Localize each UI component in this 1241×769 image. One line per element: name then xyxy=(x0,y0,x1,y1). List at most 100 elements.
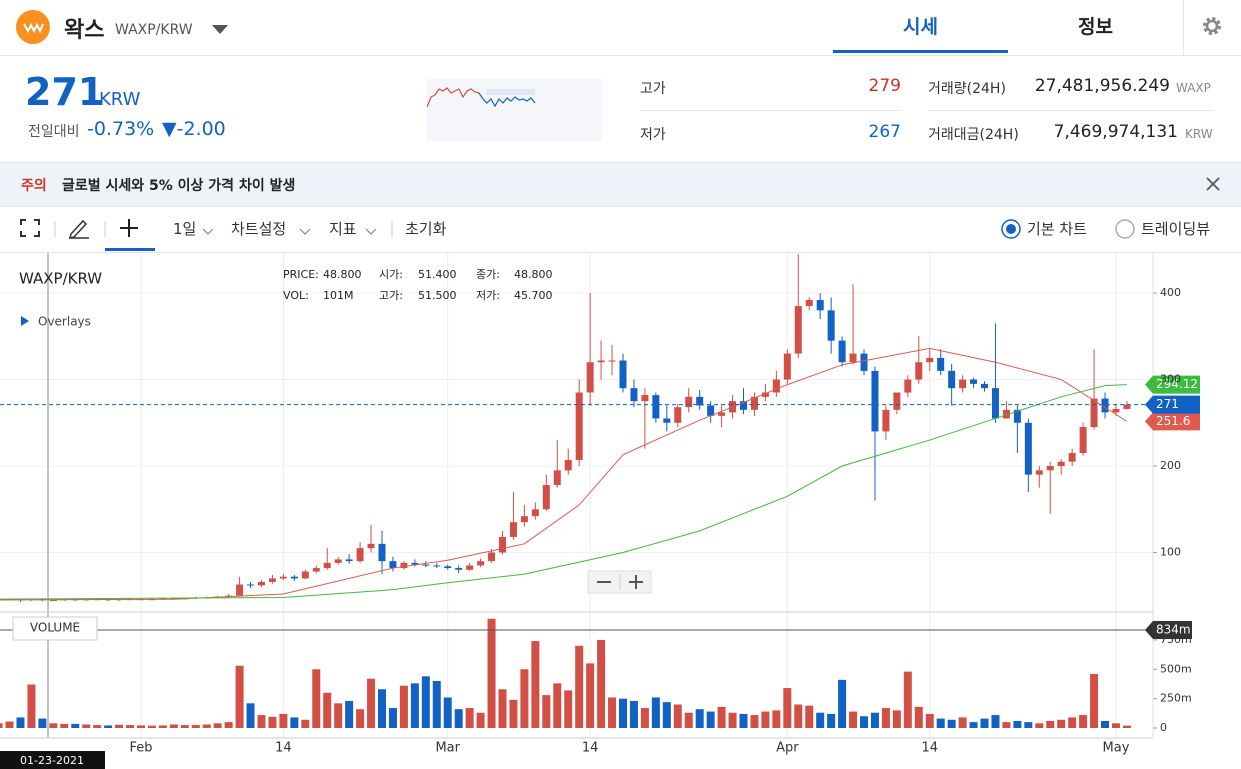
indicators[interactable]: 지표 xyxy=(329,220,357,238)
crosshair[interactable] xyxy=(119,218,139,238)
volume-bar xyxy=(1079,715,1088,728)
candle-body xyxy=(509,522,517,537)
volume-tick-label: 500m xyxy=(1160,662,1192,675)
chart-bg xyxy=(0,253,1241,769)
candle-body xyxy=(268,578,276,582)
close-notice[interactable] xyxy=(1206,177,1220,191)
x-tick-label: Feb xyxy=(129,741,152,756)
amount-label: 거래대금(24H) xyxy=(928,127,1019,143)
notice-bar xyxy=(0,162,1241,207)
volume-bar xyxy=(706,711,715,728)
volume-bar xyxy=(104,725,113,728)
candle-body xyxy=(860,353,868,371)
candle-body xyxy=(597,360,605,363)
volume-bar xyxy=(367,678,376,728)
volume-bar xyxy=(619,698,628,728)
volume-bar xyxy=(388,708,397,728)
volume-bar xyxy=(279,713,288,728)
volume-bar xyxy=(399,685,408,728)
radio[interactable] xyxy=(1000,218,1022,240)
candle-body xyxy=(619,360,627,389)
volume-bar xyxy=(838,679,847,728)
volume-bar xyxy=(903,671,912,728)
reset[interactable]: 초기화 xyxy=(405,220,447,238)
volume-bar xyxy=(662,702,671,728)
volume-label: VOLUME xyxy=(30,621,80,635)
moving-average xyxy=(0,384,1127,600)
chart-settings[interactable]: 차트설정 xyxy=(231,220,287,238)
volume-bar xyxy=(38,718,47,728)
volume-max-label: 834m xyxy=(1156,623,1191,637)
settings[interactable] xyxy=(1201,15,1223,37)
zoom-controls xyxy=(587,570,652,594)
candle-body xyxy=(608,360,616,362)
volume-bar xyxy=(717,706,726,728)
candle-body xyxy=(1112,408,1120,413)
mode-tradingview[interactable]: 트레이딩뷰 xyxy=(1141,220,1211,238)
volume-bar xyxy=(651,697,660,728)
volume-max-tag xyxy=(1145,621,1192,640)
volume-bar xyxy=(202,724,211,728)
price-tag xyxy=(1145,395,1200,414)
radio[interactable] xyxy=(1114,218,1136,240)
volume-bar xyxy=(93,725,102,728)
candle-body xyxy=(838,340,846,363)
mode-basic[interactable]: 기본 차트 xyxy=(1027,220,1087,238)
candle-body xyxy=(871,370,879,432)
candle-body xyxy=(236,584,244,596)
candle-body xyxy=(750,396,758,410)
candle-body xyxy=(345,559,353,562)
candle-body xyxy=(882,409,890,432)
volume: 27,481,956.249 xyxy=(1034,76,1170,96)
price-tag xyxy=(1145,375,1200,394)
volume-bar xyxy=(1068,717,1077,728)
volume-unit: WAXP xyxy=(1176,81,1211,95)
overlay-toggle[interactable] xyxy=(21,316,29,326)
candle-body xyxy=(279,576,287,579)
interval[interactable]: 1일 xyxy=(173,220,197,238)
candle-body xyxy=(422,564,430,566)
divider xyxy=(640,110,902,111)
candle-body xyxy=(761,392,769,397)
volume-bar xyxy=(0,723,3,728)
candle-body xyxy=(707,405,715,416)
candle-body xyxy=(312,568,320,572)
volume-bar xyxy=(82,724,91,728)
volume-bar xyxy=(498,689,507,728)
volume-bar xyxy=(542,695,551,728)
low: 267 xyxy=(868,122,901,142)
volume-bar xyxy=(860,716,869,728)
fullscreen[interactable] xyxy=(20,219,40,237)
draw-tool[interactable] xyxy=(68,217,90,239)
overlays[interactable]: Overlays xyxy=(38,315,91,329)
zoom-in[interactable] xyxy=(629,575,643,589)
volume-bar xyxy=(443,697,452,728)
volume-bar xyxy=(849,711,858,728)
candle-body xyxy=(674,407,682,423)
candle-body xyxy=(247,584,255,586)
volume-bar xyxy=(520,669,529,728)
candle-body xyxy=(531,509,539,517)
candle-body xyxy=(1068,453,1076,462)
candle-body xyxy=(641,395,649,402)
volume-bar xyxy=(531,641,540,728)
volume-bar xyxy=(980,718,989,728)
volume-bar xyxy=(16,717,25,728)
volume-bar xyxy=(1090,673,1099,728)
x-tick-label: Apr xyxy=(776,741,799,756)
info-value: 48.800 xyxy=(323,268,362,281)
candle-body xyxy=(915,362,923,380)
volume-label: 거래량(24H) xyxy=(928,81,1006,97)
volume-bar xyxy=(728,712,737,728)
info-label: 저가: xyxy=(476,289,500,302)
volume-bar xyxy=(290,717,299,728)
change: ▼-2.00 xyxy=(162,118,226,140)
candle-body xyxy=(937,357,945,371)
toolbar-decor xyxy=(54,221,393,237)
candle-body xyxy=(827,310,835,341)
dropdown[interactable] xyxy=(212,25,228,35)
tab[interactable]: 정보 xyxy=(1078,16,1113,38)
volume-bar xyxy=(71,723,80,728)
tab[interactable]: 시세 xyxy=(903,16,938,38)
cursor-date: 01-23-2021 xyxy=(20,754,84,767)
